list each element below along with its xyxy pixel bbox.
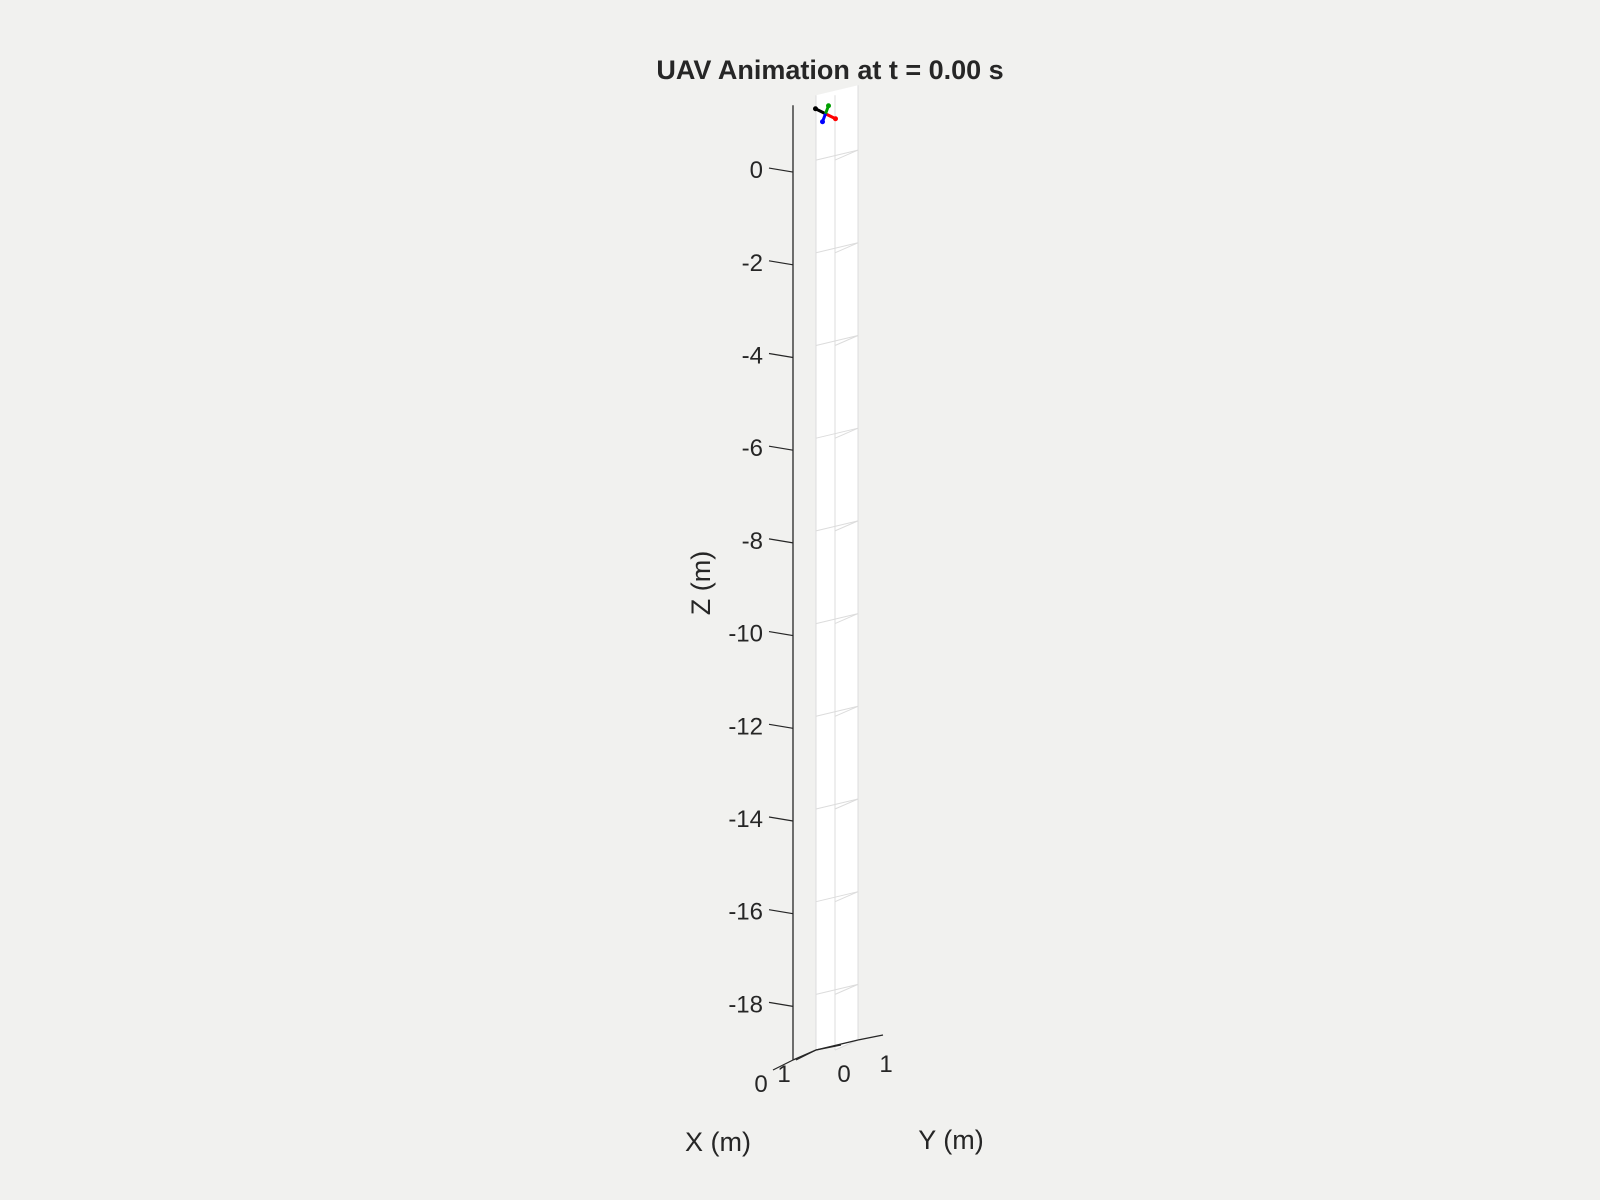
- grid-line-z: [834, 149, 859, 161]
- grid-line-z: [834, 242, 859, 254]
- grid-line-z: [815, 149, 859, 161]
- uav-rotor: [826, 103, 831, 109]
- y-tick-label: 0: [837, 1061, 850, 1088]
- grid-line-z: [815, 798, 859, 810]
- grid-line-z: [815, 705, 859, 717]
- z-tick: [768, 816, 794, 822]
- grid-line-z: [834, 427, 859, 439]
- z-tick: [768, 167, 794, 173]
- uav-rotor: [820, 119, 825, 125]
- z-tick-label: 0: [750, 157, 763, 184]
- z-tick-label: -10: [728, 621, 763, 648]
- z-tick: [768, 1001, 794, 1007]
- tick-layer: 0-2-4-6-8-10-12-14-16-180 1 0 1: [728, 157, 892, 1098]
- z-tick: [768, 909, 794, 915]
- z-tick: [768, 445, 794, 451]
- grid-line-z: [815, 613, 859, 625]
- y-tick: [857, 1034, 884, 1041]
- y-tick: [815, 1044, 842, 1051]
- x-tick-label: 0: [754, 1071, 767, 1098]
- grid-line-z: [834, 520, 859, 532]
- grid-line-z: [815, 891, 859, 903]
- chart-title: UAV Animation at t = 0.00 s: [656, 55, 1003, 85]
- z-tick-label: -6: [742, 435, 763, 462]
- z-tick-label: -2: [742, 250, 763, 277]
- z-tick-label: -4: [742, 342, 763, 369]
- x-tick: [795, 1049, 817, 1061]
- y-axis-title: Y (m): [918, 1125, 984, 1155]
- grid-line-z: [815, 427, 859, 439]
- x-tick-label: 1: [777, 1061, 790, 1088]
- grid-line-z: [834, 798, 859, 810]
- grid-line-z: [815, 242, 859, 254]
- uav-marker: [813, 103, 838, 125]
- z-tick-label: -12: [728, 713, 763, 740]
- grid-line-z: [815, 983, 859, 995]
- grid-line-z: [815, 334, 859, 346]
- grid-line-z: [834, 705, 859, 717]
- grid-line-z: [815, 520, 859, 532]
- z-tick: [768, 260, 794, 266]
- grid-line-z: [834, 891, 859, 903]
- z-axis-title: Z (m): [686, 551, 716, 615]
- z-tick: [768, 630, 794, 637]
- y-tick-label: 1: [879, 1051, 892, 1078]
- z-tick-label: -16: [728, 899, 763, 926]
- z-tick: [768, 723, 794, 729]
- z-tick: [768, 538, 794, 544]
- side-wall-pane: [816, 85, 858, 1050]
- x-tick: [772, 1059, 794, 1071]
- z-tick-label: -14: [728, 806, 763, 833]
- grid-line-z: [834, 983, 859, 995]
- x-axis-title: X (m): [685, 1127, 751, 1157]
- grid-line-z: [834, 335, 859, 346]
- z-tick-label: -8: [742, 528, 763, 555]
- z-tick: [768, 352, 794, 359]
- uav-rotor: [813, 106, 818, 112]
- grid-layer: [815, 85, 859, 1051]
- z-tick-label: -18: [728, 991, 763, 1018]
- grid-line-floor: [834, 1039, 859, 1051]
- grid-line-z: [834, 613, 859, 625]
- uav-rotor: [833, 116, 838, 122]
